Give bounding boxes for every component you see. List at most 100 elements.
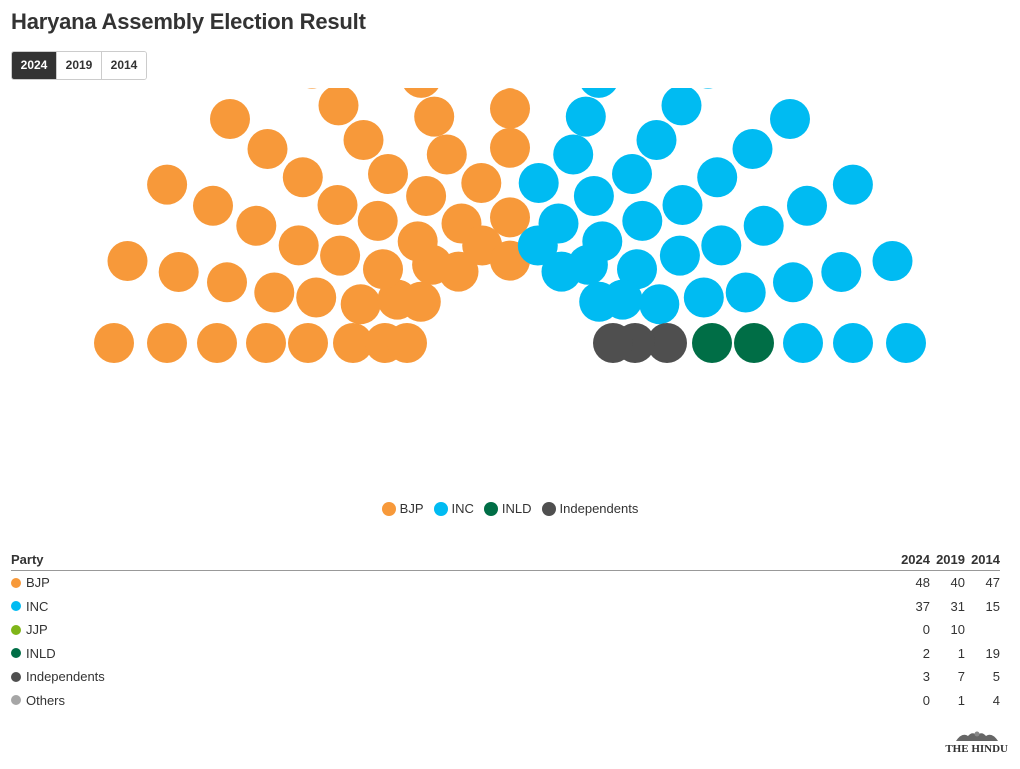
seat-inc[interactable]	[832, 164, 873, 205]
seat-bjp[interactable]	[320, 235, 361, 276]
party-color-dot	[11, 624, 21, 635]
seat-bjp[interactable]	[318, 88, 359, 126]
seat-bjp[interactable]	[400, 281, 441, 322]
seat-bjp[interactable]	[357, 200, 398, 241]
legend-item-inld[interactable]: INLD	[483, 501, 532, 516]
seat-inc[interactable]	[579, 88, 619, 98]
table-row: Independents 3 7 5	[11, 665, 1000, 689]
seat-bjp[interactable]	[368, 154, 408, 194]
seat-inc[interactable]	[725, 272, 766, 313]
seat-inc[interactable]	[617, 249, 657, 290]
seat-bjp[interactable]	[278, 225, 319, 266]
seat-inc[interactable]	[567, 244, 608, 285]
seat-inld[interactable]	[734, 323, 774, 363]
seat-inc[interactable]	[622, 200, 663, 241]
party-name: JJP	[26, 622, 48, 638]
seat-bjp[interactable]	[107, 241, 148, 281]
seat-bjp[interactable]	[490, 88, 530, 129]
seat-bjp[interactable]	[414, 96, 455, 137]
seat-inc[interactable]	[659, 235, 700, 276]
seat-bjp[interactable]	[438, 251, 479, 292]
seat-bjp[interactable]	[254, 272, 295, 313]
seat-bjp[interactable]	[387, 323, 427, 363]
seat-inc[interactable]	[565, 96, 606, 137]
legend-label-inc: INC	[451, 501, 474, 516]
seat-inc[interactable]	[701, 225, 742, 266]
tab-2014[interactable]: 2014	[102, 52, 146, 79]
seat-bjp[interactable]	[288, 323, 328, 363]
seat-inc[interactable]	[639, 284, 680, 325]
seat-inc[interactable]	[872, 241, 913, 281]
seat-bjp[interactable]	[282, 157, 323, 198]
seat-bjp[interactable]	[343, 120, 384, 160]
seat-bjp[interactable]	[158, 252, 199, 292]
legend-item-independents[interactable]: Independents	[541, 501, 639, 516]
seats-2019: 10	[950, 622, 965, 638]
seat-bjp[interactable]	[397, 221, 438, 262]
seat-inc[interactable]	[783, 323, 823, 363]
seat-inc[interactable]	[833, 323, 873, 363]
seat-inc[interactable]	[688, 88, 728, 89]
party-color-dot	[11, 577, 21, 588]
legend-label-independents: Independents	[559, 501, 639, 516]
seat-inc[interactable]	[553, 134, 594, 175]
seat-bjp[interactable]	[461, 163, 502, 203]
seat-bjp[interactable]	[147, 164, 188, 205]
legend-item-bjp[interactable]: BJP	[381, 501, 424, 516]
seat-bjp[interactable]	[247, 129, 288, 169]
seat-bjp[interactable]	[406, 176, 447, 216]
seats-2014: 5	[992, 669, 1000, 685]
seat-bjp[interactable]	[292, 88, 332, 89]
seat-inc[interactable]	[602, 279, 643, 320]
seat-inc[interactable]	[773, 262, 813, 303]
header-2014: 2014	[971, 551, 1000, 567]
seats-2024: 3	[922, 669, 930, 685]
header-2019: 2019	[936, 551, 965, 567]
seat-bjp[interactable]	[94, 323, 134, 363]
results-table: Party 2024 2019 2014 BJP 48 40 47 INC 37…	[11, 548, 1000, 712]
seat-bjp[interactable]	[340, 284, 381, 325]
seat-bjp[interactable]	[193, 185, 233, 226]
seat-inc[interactable]	[636, 120, 677, 160]
seat-bjp[interactable]	[207, 262, 247, 303]
seat-inc[interactable]	[573, 176, 614, 216]
seat-inc[interactable]	[886, 323, 926, 363]
seats-2019: 40	[950, 575, 965, 591]
seat-inc[interactable]	[612, 154, 652, 194]
seat-bjp[interactable]	[363, 249, 403, 290]
seat-bjp[interactable]	[197, 323, 237, 363]
seat-inc[interactable]	[732, 129, 773, 169]
seat-inc[interactable]	[661, 88, 702, 126]
seat-bjp[interactable]	[333, 323, 373, 363]
seat-inc[interactable]	[743, 205, 784, 246]
legend-item-inc[interactable]: INC	[433, 501, 474, 516]
seat-bjp[interactable]	[490, 127, 530, 168]
party-name: Independents	[26, 669, 105, 685]
logo-text: THE HINDU	[945, 743, 1008, 755]
seat-independents[interactable]	[593, 323, 633, 363]
seat-inc[interactable]	[821, 252, 862, 292]
seat-inc[interactable]	[787, 185, 827, 226]
seat-inc[interactable]	[518, 163, 559, 203]
seat-bjp[interactable]	[490, 88, 530, 89]
seat-inc[interactable]	[662, 185, 703, 225]
party-color-dot	[11, 671, 21, 682]
seat-bjp[interactable]	[246, 323, 286, 363]
seat-inc[interactable]	[697, 157, 738, 198]
seat-bjp[interactable]	[426, 134, 467, 175]
seat-bjp[interactable]	[210, 99, 250, 139]
seat-bjp[interactable]	[490, 197, 530, 238]
seat-inc[interactable]	[770, 99, 810, 139]
seat-bjp[interactable]	[401, 88, 441, 98]
seat-bjp[interactable]	[147, 323, 187, 363]
seat-inc[interactable]	[683, 277, 724, 318]
seat-bjp[interactable]	[296, 277, 337, 318]
seat-independents[interactable]	[647, 323, 687, 363]
seat-inc[interactable]	[538, 203, 579, 244]
seat-inld[interactable]	[692, 323, 732, 363]
tab-2019[interactable]: 2019	[57, 52, 102, 79]
seat-bjp[interactable]	[236, 205, 277, 246]
seat-bjp[interactable]	[317, 185, 358, 225]
tab-2024[interactable]: 2024	[12, 52, 57, 79]
table-row: JJP 0 10	[11, 618, 1000, 642]
